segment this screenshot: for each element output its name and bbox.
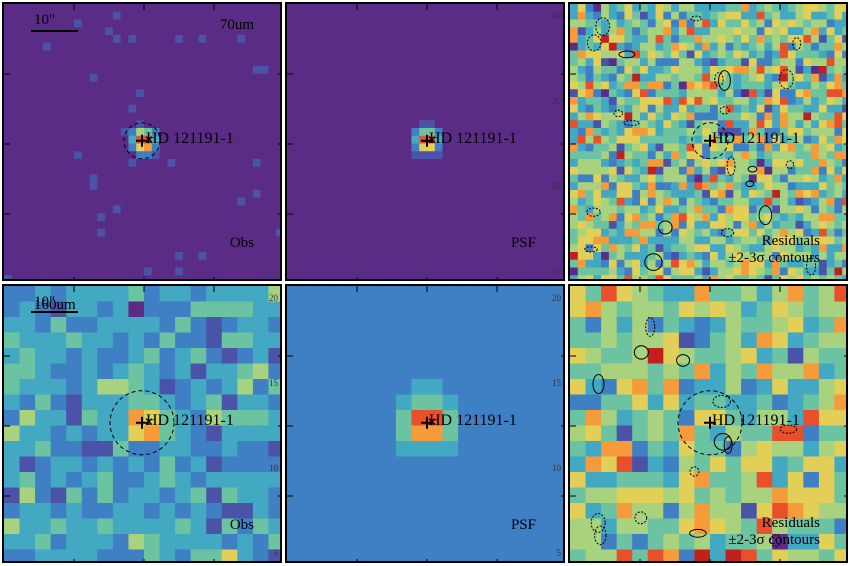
axis-tick-label: 10 (269, 463, 278, 473)
contour-note: ±2-3σ contours (728, 532, 820, 548)
residual-contour (618, 50, 636, 59)
residual-contour (584, 246, 598, 253)
residual-contour (779, 424, 798, 434)
axis-tick-label: 40 (552, 11, 561, 21)
axis-tick-label: 10 (552, 266, 561, 276)
residual-contour (644, 253, 663, 271)
panel-p70obs: 70um 10" HD 121191-1 Obs (2, 2, 282, 281)
map-image (4, 286, 280, 561)
residual-contour (778, 69, 794, 90)
corner-label: PSF (510, 517, 536, 533)
panel-p70psf: HD 121191-1 PSF 40 30 20 10 (285, 2, 565, 281)
aperture-ring (109, 390, 175, 456)
source-name: HD 121191-1 (146, 411, 234, 429)
axis-tick-label: 15 (552, 378, 561, 388)
scale-bar-label: 10" (34, 12, 56, 28)
residual-contour (623, 120, 640, 126)
residual-contour (720, 228, 735, 238)
source-name: HD 121191-1 (429, 129, 517, 147)
band-label: 70um (219, 17, 254, 33)
residual-contour (792, 37, 802, 51)
residual-contour (594, 525, 607, 546)
residual-contour (590, 513, 606, 533)
contour-note: ±2-3σ contours (728, 250, 820, 266)
axis-tick-label: 20 (552, 293, 561, 303)
axis-tick-label: 10 (552, 463, 561, 473)
residual-contour (719, 106, 730, 115)
corner-label: Residuals (761, 515, 820, 531)
axis-tick-label: 5 (273, 548, 279, 558)
fit-marker-icon (428, 418, 436, 426)
residual-contour (658, 220, 673, 235)
residual-contour (592, 374, 605, 394)
source-name: HD 121191-1 (146, 129, 234, 147)
residual-contour (723, 436, 733, 454)
aperture-ring (691, 122, 729, 160)
aperture-ring (677, 390, 743, 456)
axis-tick-label: 15 (269, 378, 278, 388)
aperture-ring (123, 122, 161, 160)
panel-p70res: HD 121191-1 Residuals ±2-3σ contours (568, 2, 848, 281)
residual-contour (689, 528, 707, 538)
source-marker-icon (136, 134, 148, 147)
corner-label: Residuals (761, 233, 820, 249)
axis-tick-label: 20 (552, 181, 561, 191)
panel-p160obs: 160um 10" HD 121191-1 Obs 20 15 10 5 (2, 284, 282, 563)
fit-marker-icon (145, 418, 153, 426)
residual-contour (713, 433, 732, 451)
panel-p160res: HD 121191-1 Residuals ±2-3σ contours (568, 284, 848, 563)
source-marker-icon (704, 134, 716, 147)
axis-tick-label: 30 (552, 96, 561, 106)
residual-contour (689, 466, 700, 477)
corner-label: Obs (229, 235, 254, 251)
source-name: HD 121191-1 (429, 411, 517, 429)
map-image (287, 4, 563, 279)
scale-bar (31, 311, 78, 313)
residual-contour (726, 156, 736, 176)
source-name: HD 121191-1 (712, 411, 800, 429)
residual-contour (595, 17, 611, 36)
residual-contour (718, 70, 731, 91)
residual-contour (633, 345, 649, 360)
scale-bar (31, 30, 78, 32)
residual-contour (714, 72, 724, 88)
panel-p160psf: HD 121191-1 PSF 20 15 10 5 (285, 284, 565, 563)
residual-contour (690, 15, 702, 22)
residual-contour (806, 257, 817, 276)
residual-contour (586, 207, 601, 217)
residual-contour (676, 354, 691, 367)
residual-contour (745, 180, 755, 188)
residual-contour (747, 165, 758, 173)
source-name: HD 121191-1 (712, 129, 800, 147)
residual-contour (634, 511, 648, 525)
fit-marker-icon (145, 136, 153, 144)
fit-marker-icon (428, 136, 436, 144)
source-marker-icon (136, 416, 148, 429)
residual-contour (586, 34, 602, 52)
residual-contour (758, 205, 773, 226)
source-marker-icon (704, 416, 716, 429)
axis-tick-label: 5 (556, 548, 562, 558)
corner-label: Obs (229, 517, 254, 533)
axis-tick-label: 20 (269, 293, 278, 303)
residual-contour (785, 160, 795, 170)
map-image (287, 286, 563, 561)
residual-contour (712, 395, 731, 408)
scale-bar-label: 10" (34, 294, 56, 310)
band-label: 160um (34, 297, 76, 313)
map-image (4, 4, 280, 279)
corner-label: PSF (510, 235, 536, 251)
residual-contour (613, 109, 624, 118)
map-image (570, 4, 846, 279)
map-image (570, 286, 846, 561)
